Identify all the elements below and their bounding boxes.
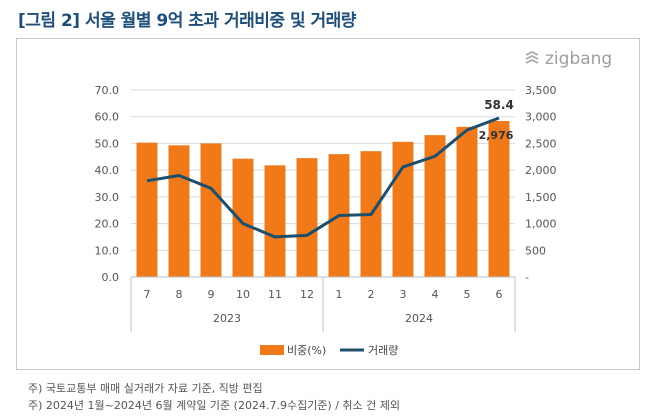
bar (424, 135, 446, 277)
x-tick-label: 3 (400, 288, 407, 301)
y-right-tick-label: 2,500 (525, 137, 557, 150)
bar (264, 165, 286, 277)
x-tick-label: 7 (144, 288, 151, 301)
x-year-label: 2023 (213, 312, 241, 325)
chart-title: [그림 2] 서울 월별 9억 초과 거래비중 및 거래량 (18, 11, 356, 31)
x-tick-label: 1 (336, 288, 343, 301)
bar (200, 143, 222, 277)
y-left-tick-label: 0.0 (102, 271, 120, 284)
zigbang-logo-icon (523, 50, 541, 68)
y-left-tick-label: 50.0 (95, 137, 120, 150)
y-right-tick-label: 1,000 (525, 218, 557, 231)
bar (296, 158, 318, 277)
footnote-source: 주) 국토교통부 매매 실거래가 자료 기준, 직방 편집 (28, 382, 263, 395)
bar (168, 145, 190, 277)
legend-label-bar: 비중(%) (287, 344, 326, 357)
y-right-tick-label: 2,000 (525, 164, 557, 177)
logo-text: zigbang (545, 49, 613, 69)
zigbang-logo: zigbang (523, 49, 612, 69)
x-tick-label: 5 (464, 288, 471, 301)
y-left-tick-label: 20.0 (95, 218, 120, 231)
x-tick-label: 12 (300, 288, 314, 301)
legend-label-line: 거래량 (368, 344, 398, 357)
y-right-tick-label: - (525, 271, 529, 284)
x-tick-label: 6 (496, 288, 503, 301)
footnote-period: 주) 2024년 1월~2024년 6월 계약일 기준 (2024.7.9수집기… (28, 399, 401, 412)
x-tick-label: 2 (368, 288, 375, 301)
y-right-tick-label: 1,500 (525, 191, 557, 204)
y-right-tick-label: 3,500 (525, 84, 557, 97)
bar (488, 120, 510, 277)
data-label-line: 2,976 (479, 129, 514, 142)
y-left-tick-label: 10.0 (95, 244, 120, 257)
y-right-tick-label: 500 (525, 244, 546, 257)
x-tick-label: 8 (176, 288, 183, 301)
y-left-tick-label: 70.0 (95, 84, 120, 97)
bar (392, 141, 414, 277)
data-label-bar: 58.4 (484, 98, 514, 112)
y-right-tick-label: 3,000 (525, 111, 557, 124)
x-tick-label: 11 (268, 288, 282, 301)
y-left-tick-label: 30.0 (95, 191, 120, 204)
y-left-tick-label: 60.0 (95, 111, 120, 124)
x-tick-label: 10 (236, 288, 250, 301)
bar (136, 142, 158, 277)
chart-frame (16, 38, 640, 370)
bar (232, 158, 254, 277)
x-year-label: 2024 (405, 312, 433, 325)
x-tick-label: 4 (432, 288, 439, 301)
series-line-volume (146, 116, 500, 239)
legend-swatch-bar (260, 345, 284, 355)
y-left-tick-label: 40.0 (95, 164, 120, 177)
bar (456, 126, 478, 277)
footnotes: 주) 국토교통부 매매 실거래가 자료 기준, 직방 편집 주) 2024년 1… (28, 380, 400, 414)
x-tick-label: 9 (208, 288, 215, 301)
